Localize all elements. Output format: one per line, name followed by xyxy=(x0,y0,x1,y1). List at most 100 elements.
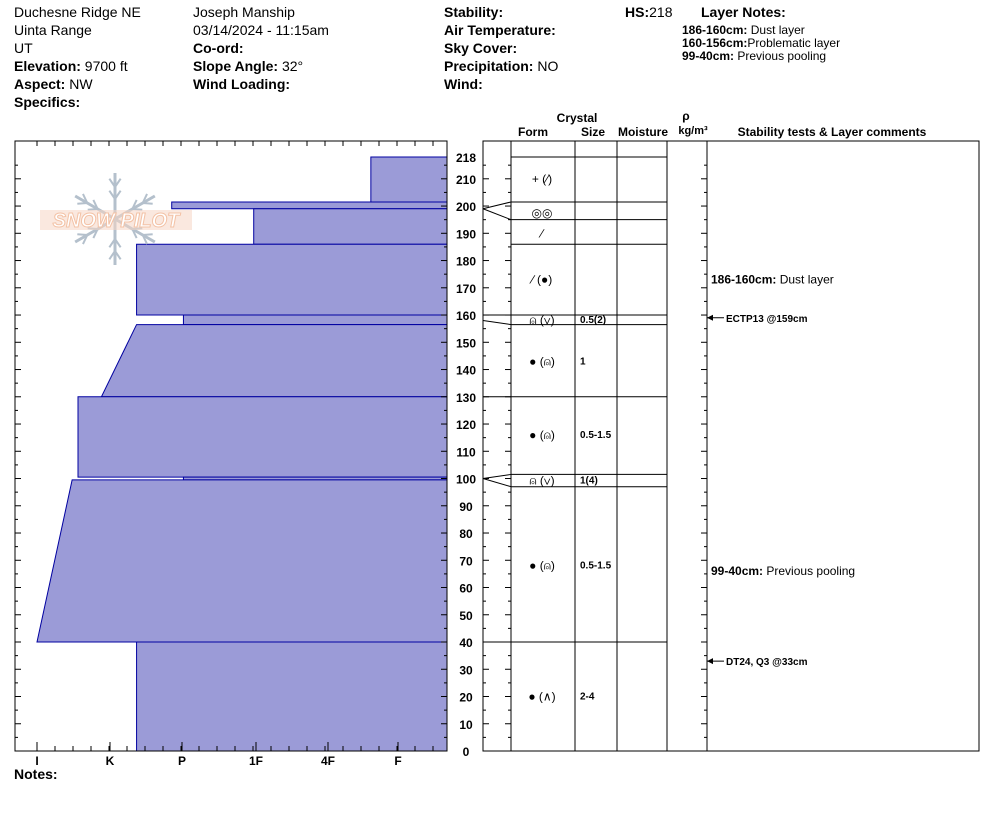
snowflake-branch xyxy=(82,193,89,204)
snowflake-branch xyxy=(108,178,116,188)
layer-note: 160-156cm:Problematic layer xyxy=(682,37,840,50)
hardness-layer-bar xyxy=(370,156,448,203)
wind-loading-label: Wind Loading: xyxy=(193,76,291,92)
snowflake-branch xyxy=(132,208,143,211)
snowflake-branch xyxy=(108,238,116,248)
snowflake-branch xyxy=(114,250,122,260)
depth-tick-label: 10 xyxy=(459,718,473,732)
wind-label: Wind: xyxy=(444,76,483,92)
depth-tick-label: 170 xyxy=(456,282,476,296)
observer-name: Joseph Manship xyxy=(193,4,295,20)
crystal-form-symbol: ● (⍝) xyxy=(529,559,555,573)
hs-label: HS: xyxy=(625,4,650,20)
depth-tick-label: 0 xyxy=(463,745,470,759)
hardness-tick-label: K xyxy=(106,754,115,768)
boundary-connector xyxy=(482,208,512,221)
aspect-field: Aspect: NW xyxy=(14,75,93,93)
elevation-field: Elevation: 9700 ft xyxy=(14,57,128,75)
layer-table: Crystal Form Size Moisture ρ kg/m³ Stability t… xyxy=(482,109,980,752)
comment-arrow-head xyxy=(707,314,713,321)
air-temperature-label: Air Temperature: xyxy=(444,22,556,38)
crystal-size: 0.5-1.5 xyxy=(580,430,612,441)
precipitation-field: Precipitation: NO xyxy=(444,57,558,75)
snowflake-branch xyxy=(108,250,116,260)
crystal-size: 1(4) xyxy=(580,476,598,487)
crystal-form-symbol: ∕ xyxy=(538,226,545,240)
hardness-tick-label: 4F xyxy=(321,754,335,768)
density-symbol: ρ xyxy=(682,109,689,123)
snowflake-branch xyxy=(114,178,122,188)
logo-banner xyxy=(40,210,192,230)
boundary-connector xyxy=(482,473,512,480)
snowflake-branch xyxy=(77,233,88,236)
snow-height-field: HS:218 xyxy=(625,3,672,21)
location-name: Duchesne Ridge NE xyxy=(14,4,141,20)
snowflake-branch xyxy=(131,228,138,239)
layer-note: 186-160cm: Dust layer xyxy=(682,24,840,37)
crystal-size: 0.5(2) xyxy=(580,315,606,326)
sky-cover-label: Sky Cover: xyxy=(444,40,518,56)
depth-tick-label: 180 xyxy=(456,255,476,269)
layer-comment-range: 99-40cm: xyxy=(711,564,766,578)
depth-tick-label: 130 xyxy=(456,391,476,405)
hardness-bars xyxy=(36,156,448,752)
crystal-form-symbol: + (∕) xyxy=(532,172,552,186)
snowflake-branch xyxy=(131,199,138,210)
crystal-form-symbol: ⍝ (∨) xyxy=(529,313,554,327)
mountain-range: Uinta Range xyxy=(14,22,92,38)
snowflake-branch xyxy=(114,190,122,200)
depth-tick-label: 80 xyxy=(459,527,473,541)
snowflake-branch xyxy=(142,202,153,205)
crystal-size: 0.5-1.5 xyxy=(580,561,612,572)
slope-value: 32° xyxy=(281,58,304,74)
comment-arrow-head xyxy=(707,658,713,665)
hardness-layer-bar xyxy=(77,396,448,478)
form-header: Form xyxy=(518,125,548,139)
hardness-tick-label: P xyxy=(178,754,186,768)
aspect-value: NW xyxy=(69,76,93,92)
depth-tick-label: 50 xyxy=(459,609,473,623)
coord-label: Co-ord: xyxy=(193,40,244,56)
crystal-size: 1 xyxy=(580,356,586,367)
state: UT xyxy=(14,40,33,56)
crystal-form-symbol: ⍝ (∨) xyxy=(529,474,554,488)
crystal-header: Crystal xyxy=(557,111,598,125)
boundary-connector xyxy=(482,478,512,488)
depth-tick-label: 150 xyxy=(456,336,476,350)
snowflake-branch xyxy=(142,233,153,236)
snowflake-branch xyxy=(92,199,99,210)
depth-tick-label: 20 xyxy=(459,691,473,705)
layer-note-range: 99-40cm: xyxy=(682,49,735,63)
elevation-label: Elevation: xyxy=(14,58,81,74)
stability-test-result: DT24, Q3 @33cm xyxy=(726,657,808,668)
snowflake-branch xyxy=(92,228,99,239)
depth-tick-label: 218 xyxy=(456,151,476,165)
precipitation-value: NO xyxy=(537,58,559,74)
crystal-form-symbol: ● (⍝) xyxy=(529,354,555,368)
layer-note: 99-40cm: Previous pooling xyxy=(682,50,840,63)
depth-tick-label: 30 xyxy=(459,663,473,677)
elevation-value: 9700 ft xyxy=(84,58,128,74)
notes-label: Notes: xyxy=(14,766,58,782)
boundary-connector xyxy=(482,201,512,210)
layer-notes-list: 186-160cm: Dust layer 160-156cm:Problema… xyxy=(682,24,840,63)
hardness-layer-bar xyxy=(253,208,448,245)
hardness-layer-bar xyxy=(136,641,448,752)
depth-tick-label: 60 xyxy=(459,582,473,596)
comments-header: Stability tests & Layer comments xyxy=(738,125,927,139)
crystal-form-symbol: ◎◎ xyxy=(532,206,553,220)
layer-comment-range: 186-160cm: xyxy=(711,273,780,287)
slope-field: Slope Angle: 32° xyxy=(193,57,303,75)
hs-value: 218 xyxy=(649,4,673,20)
depth-tick-label: 70 xyxy=(459,554,473,568)
depth-tick-label: 90 xyxy=(459,500,473,514)
observation-datetime: 03/14/2024 - 11:15am xyxy=(193,22,329,38)
snowflake-branch xyxy=(108,190,116,200)
hardness-layer-bar xyxy=(100,324,448,398)
depth-tick-label: 200 xyxy=(456,200,476,214)
density-unit: kg/m³ xyxy=(678,125,708,137)
snowflake-branch xyxy=(87,208,98,211)
moisture-header: Moisture xyxy=(618,125,668,139)
slope-label: Slope Angle: xyxy=(193,58,279,74)
